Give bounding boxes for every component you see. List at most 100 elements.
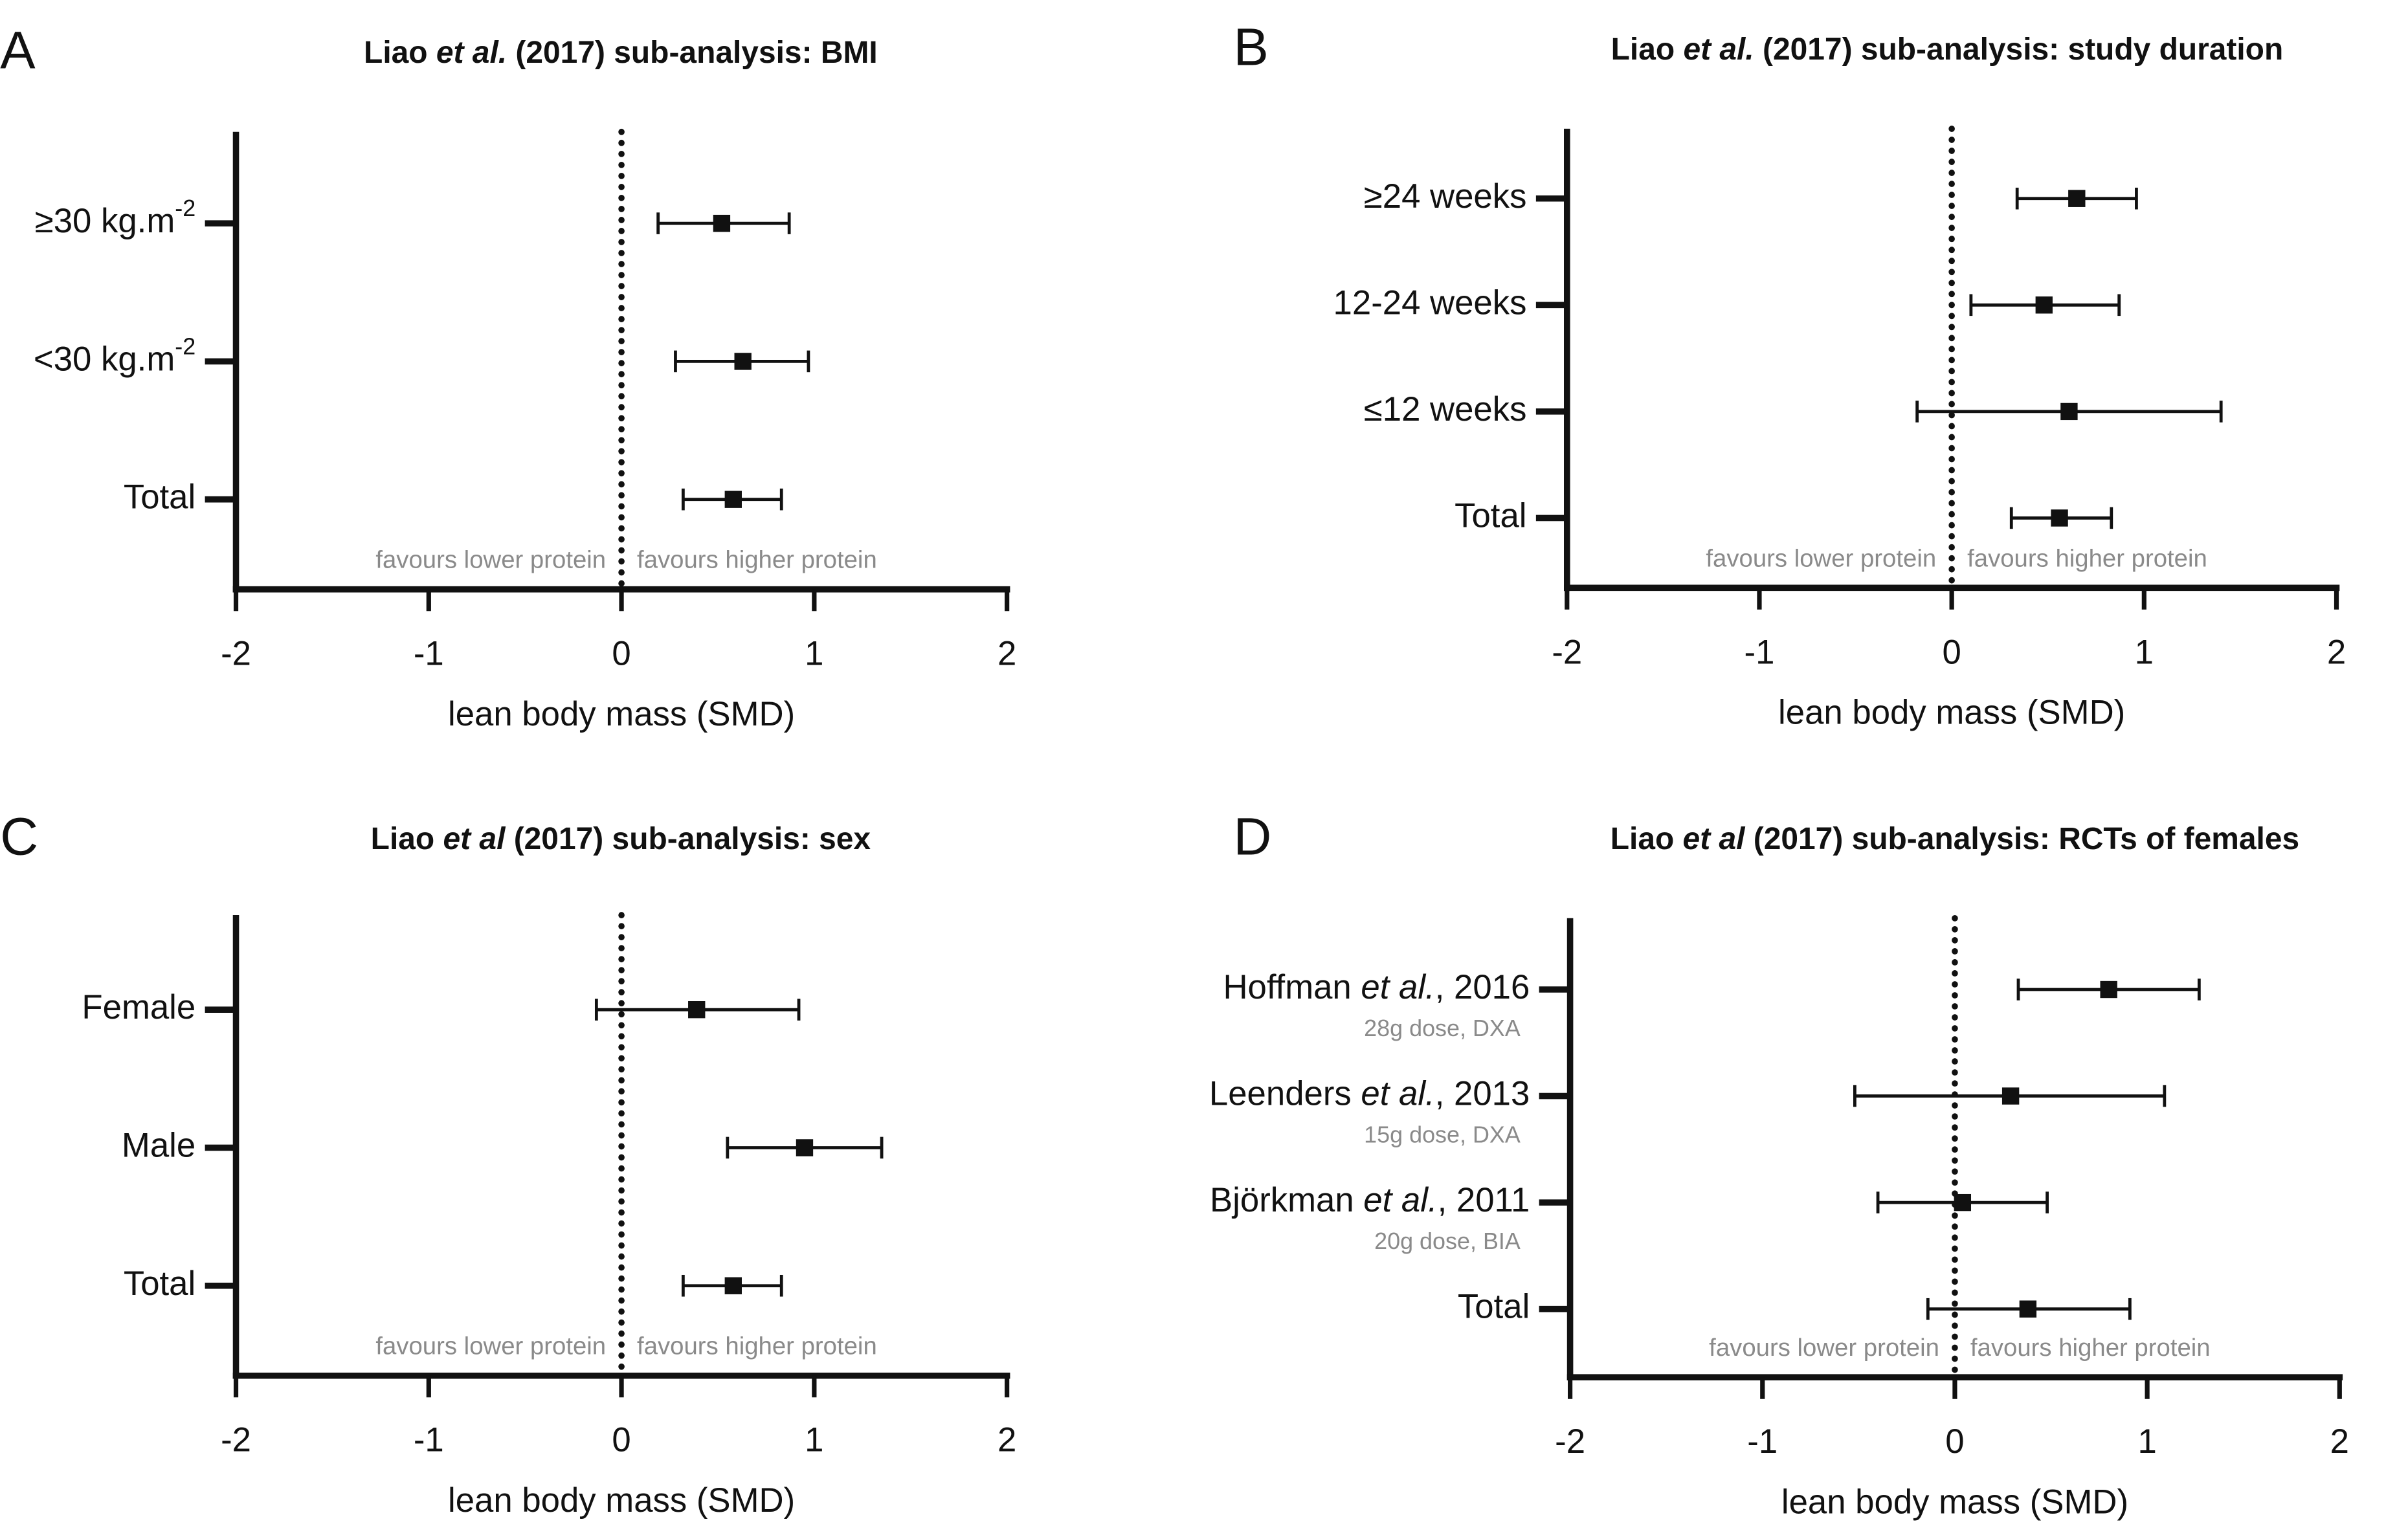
text-segment: , 2013 — [1435, 1074, 1530, 1112]
text-segment: Liao — [1611, 32, 1684, 67]
category-label: ≤12 weeks — [1364, 390, 1527, 428]
category-label: Female — [82, 988, 195, 1026]
text-segment: (2017) sub-analysis: RCTs of females — [1745, 822, 2299, 856]
text-segment: , 2011 — [1438, 1181, 1530, 1219]
point-estimate — [1954, 1193, 1972, 1211]
category-label: Total — [124, 478, 195, 516]
x-tick-label: -1 — [414, 635, 444, 673]
annotation: favours lower protein — [1706, 544, 1936, 572]
x-axis-label: lean body mass (SMD) — [448, 1481, 795, 1520]
point-estimate — [724, 491, 742, 508]
chart-title: Liao et al (2017) sub-analysis: sex — [371, 822, 871, 856]
annotation: favours lower protein — [375, 546, 606, 574]
text-segment: Total — [1455, 496, 1526, 535]
point-estimate — [688, 1001, 706, 1019]
x-tick-label: -1 — [1745, 633, 1775, 671]
category-label: Male — [122, 1126, 195, 1164]
point-estimate — [2001, 1087, 2020, 1105]
text-segment: Total — [1458, 1288, 1530, 1326]
category-label: Leenders et al., 2013 — [1209, 1074, 1530, 1112]
text-segment: Liao — [364, 36, 436, 70]
x-tick-label: -1 — [1747, 1422, 1778, 1461]
text-segment: et al. — [1361, 968, 1434, 1006]
annotation: favours higher protein — [637, 1332, 877, 1360]
annotation: favours lower protein — [1709, 1334, 1939, 1362]
text-segment: Total — [124, 478, 195, 516]
category-label: ≥24 weeks — [1364, 177, 1527, 216]
category-label: Björkman et al., 2011 — [1210, 1181, 1530, 1219]
x-axis-label: lean body mass (SMD) — [1781, 1483, 2128, 1521]
text-segment: et al — [1683, 822, 1746, 856]
x-axis-label: lean body mass (SMD) — [448, 695, 795, 733]
x-tick-label: -1 — [414, 1421, 444, 1459]
panel-letter: A — [0, 21, 36, 80]
text-segment: -2 — [175, 333, 195, 359]
point-estimate — [2068, 190, 2086, 207]
annotation: favours higher protein — [1970, 1334, 2211, 1362]
category-sublabel: 20g dose, BIA — [1374, 1228, 1521, 1254]
text-segment: (2017) sub-analysis: study duration — [1754, 32, 2284, 67]
category-sublabel: 15g dose, DXA — [1364, 1121, 1521, 1147]
text-segment: Total — [124, 1265, 195, 1303]
category-label: 12-24 weeks — [1333, 283, 1527, 322]
x-tick-label: 0 — [1945, 1422, 1964, 1461]
text-segment: et al. — [1683, 32, 1754, 67]
point-estimate — [796, 1139, 814, 1156]
x-tick-label: 0 — [612, 1421, 630, 1459]
annotation: favours higher protein — [1967, 544, 2207, 572]
text-segment: Male — [122, 1126, 195, 1164]
text-segment: Liao — [371, 822, 443, 856]
text-segment: Female — [82, 988, 195, 1026]
category-label: ≥30 kg.m-2 — [35, 195, 195, 240]
x-tick-label: 2 — [998, 1421, 1016, 1459]
x-tick-label: 1 — [2135, 633, 2154, 671]
panel-letter: B — [1234, 18, 1269, 77]
point-estimate — [734, 353, 752, 370]
point-estimate — [2060, 403, 2078, 421]
point-estimate — [724, 1277, 742, 1294]
category-label: Total — [1455, 496, 1526, 535]
text-segment: (2017) sub-analysis: BMI — [507, 36, 878, 70]
x-tick-label: 1 — [805, 1421, 823, 1459]
category-label: Total — [1458, 1288, 1530, 1326]
text-segment: ≥30 kg.m — [35, 202, 175, 240]
category-label: Hoffman et al., 2016 — [1223, 968, 1530, 1006]
chart-title: Liao et al (2017) sub-analysis: RCTs of … — [1611, 822, 2299, 856]
x-tick-label: 1 — [805, 635, 823, 673]
x-tick-label: 2 — [2330, 1422, 2349, 1461]
text-segment: Hoffman — [1223, 968, 1361, 1006]
category-label: <30 kg.m-2 — [34, 333, 195, 378]
chart-title: Liao et al. (2017) sub-analysis: BMI — [364, 36, 878, 70]
point-estimate — [2035, 296, 2053, 314]
x-tick-label: 0 — [1942, 633, 1961, 671]
panel-letter: C — [0, 807, 38, 866]
text-segment: et al. — [436, 36, 507, 70]
text-segment: ≥24 weeks — [1364, 177, 1527, 216]
point-estimate — [2100, 980, 2117, 999]
x-tick-label: -2 — [1555, 1422, 1585, 1461]
x-tick-label: 2 — [998, 635, 1016, 673]
x-tick-label: 0 — [612, 635, 630, 673]
text-segment: ≤12 weeks — [1364, 390, 1527, 428]
x-tick-label: -2 — [221, 635, 251, 673]
text-segment: et al — [443, 822, 507, 856]
point-estimate — [2019, 1300, 2037, 1318]
category-label: Total — [124, 1265, 195, 1303]
point-estimate — [713, 214, 731, 232]
text-segment: , 2016 — [1435, 968, 1530, 1006]
annotation: favours higher protein — [637, 546, 877, 574]
category-sublabel: 28g dose, DXA — [1364, 1015, 1521, 1041]
panel-letter: D — [1234, 807, 1272, 866]
point-estimate — [2051, 509, 2068, 527]
text-segment: <30 kg.m — [34, 340, 175, 378]
text-segment: et al. — [1363, 1181, 1437, 1219]
text-segment: 12-24 weeks — [1333, 283, 1527, 322]
annotation: favours lower protein — [375, 1332, 606, 1360]
text-segment: Björkman — [1210, 1181, 1363, 1219]
x-axis-label: lean body mass (SMD) — [1778, 694, 2125, 732]
chart-title: Liao et al. (2017) sub-analysis: study d… — [1611, 32, 2284, 67]
text-segment: -2 — [175, 195, 195, 221]
x-tick-label: -2 — [221, 1421, 251, 1459]
